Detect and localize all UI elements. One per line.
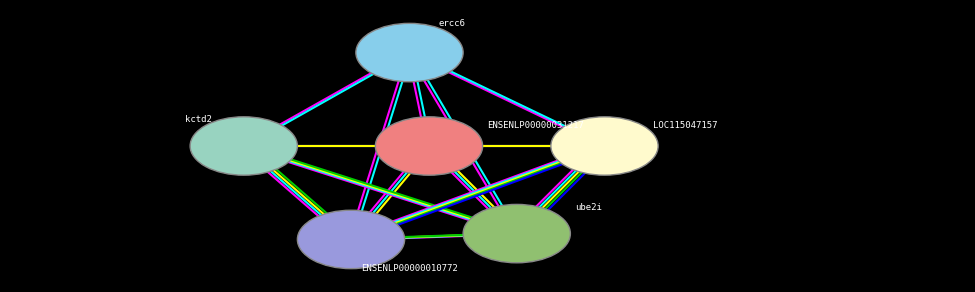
Ellipse shape xyxy=(190,117,297,175)
Ellipse shape xyxy=(551,117,658,175)
Text: ercc6: ercc6 xyxy=(439,19,466,28)
Ellipse shape xyxy=(375,117,483,175)
Ellipse shape xyxy=(297,210,405,269)
Ellipse shape xyxy=(356,23,463,82)
Text: ENSENLP00000031217: ENSENLP00000031217 xyxy=(488,121,584,130)
Text: ENSENLP00000010772: ENSENLP00000010772 xyxy=(361,264,457,273)
Text: LOC115047157: LOC115047157 xyxy=(653,121,718,130)
Ellipse shape xyxy=(463,204,570,263)
Text: ube2i: ube2i xyxy=(575,203,603,212)
Text: kctd2: kctd2 xyxy=(185,115,213,124)
